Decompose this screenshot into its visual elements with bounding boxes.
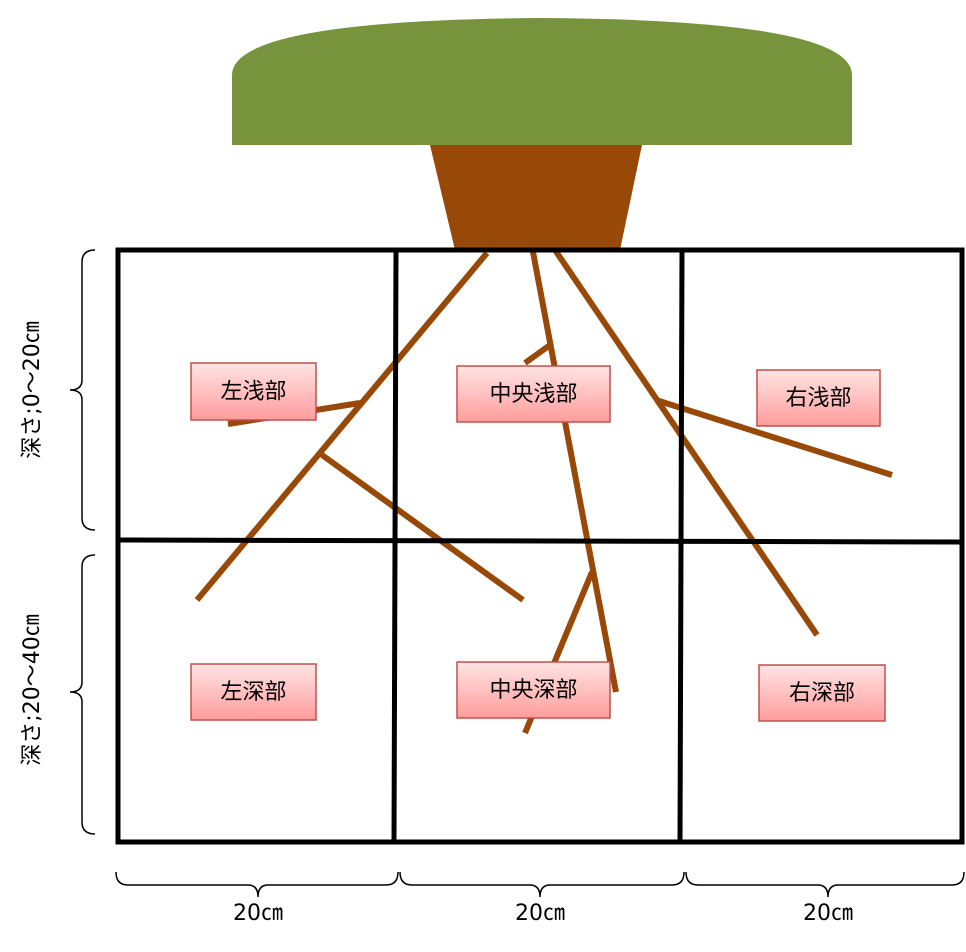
canopy [232,18,852,145]
width-label: 20㎝ [515,901,565,926]
cell-label: 中央深部 [489,678,577,703]
width-label: 20㎝ [233,901,283,926]
cell-label: 左浅部 [220,380,286,405]
width-label: 20㎝ [803,901,853,926]
roots [197,250,892,733]
cell-label: 中央浅部 [489,382,577,407]
cell-label: 右深部 [789,681,855,706]
braces [70,250,964,897]
depth-label: 深さ;0〜20㎝ [20,321,45,458]
trunk [430,145,642,250]
diagram: 左浅部 中央浅部 右浅部左深部 中央深部 右深部 深さ;0〜20㎝深さ;20〜40㎝ 20㎝… [0,0,966,952]
cell-label: 左深部 [220,680,286,705]
cell-label: 右浅部 [785,386,851,411]
depth-label: 深さ;20〜40㎝ [20,614,45,765]
